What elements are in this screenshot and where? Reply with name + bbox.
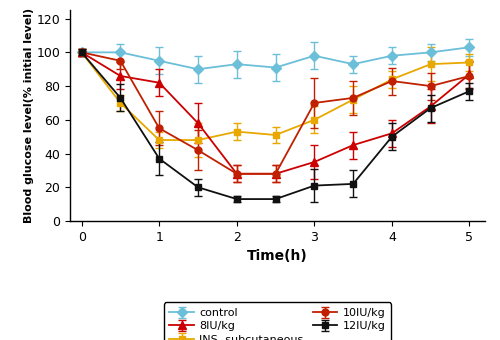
X-axis label: Time(h): Time(h)	[247, 249, 308, 263]
Y-axis label: Blood glucose level(% initial level): Blood glucose level(% initial level)	[24, 8, 34, 223]
Legend: control, 8IU/kg, INS- subcutaneous, 10IU/kg, 12IU/kg: control, 8IU/kg, INS- subcutaneous, 10IU…	[164, 303, 391, 340]
